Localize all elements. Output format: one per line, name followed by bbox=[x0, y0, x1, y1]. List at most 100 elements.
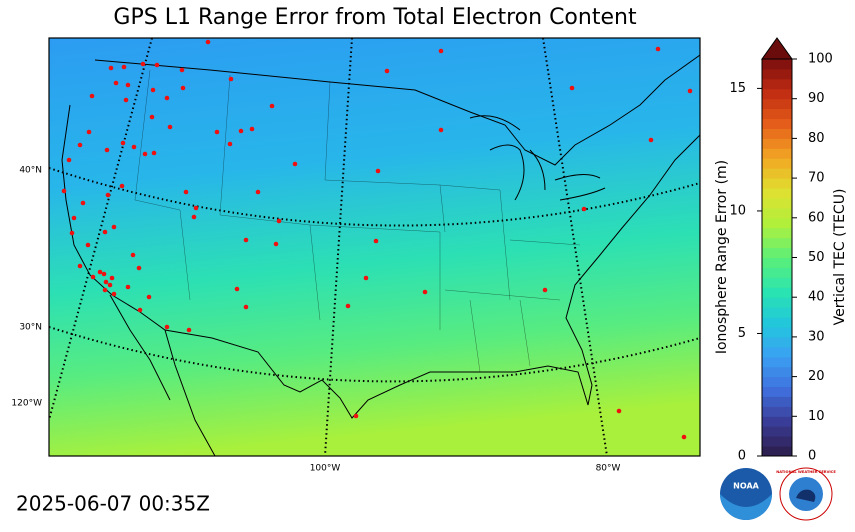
border bbox=[94, 59, 416, 91]
colorbar-segment bbox=[762, 326, 792, 338]
station bbox=[164, 95, 170, 101]
tec-tick-label: 70 bbox=[808, 171, 825, 186]
tec-tick-label: 0 bbox=[808, 449, 816, 464]
colorbar-segment bbox=[762, 128, 792, 139]
colorbar-segment bbox=[762, 267, 792, 278]
tec-tick-label: 30 bbox=[808, 329, 825, 344]
map bbox=[49, 38, 700, 456]
station bbox=[77, 263, 83, 269]
station bbox=[102, 229, 108, 235]
station bbox=[687, 88, 693, 94]
colorbar-segment bbox=[762, 158, 792, 169]
station bbox=[120, 140, 126, 146]
station bbox=[249, 126, 255, 132]
colorbar-segment bbox=[762, 297, 792, 308]
colorbar-segment bbox=[762, 416, 792, 427]
station bbox=[85, 242, 91, 248]
title: GPS L1 Range Error from Total Electron C… bbox=[113, 5, 637, 30]
colorbar-segment bbox=[762, 197, 792, 209]
station bbox=[205, 39, 211, 45]
station bbox=[179, 67, 185, 73]
colorbar-segment bbox=[762, 207, 792, 219]
station bbox=[243, 304, 249, 310]
noaa-text: NOAA bbox=[733, 482, 759, 491]
station bbox=[113, 80, 119, 86]
station bbox=[180, 85, 186, 91]
colorbar-segment bbox=[762, 108, 792, 120]
colorbar-segment bbox=[762, 148, 792, 159]
station bbox=[102, 287, 108, 293]
colorbar-segment bbox=[762, 178, 792, 189]
station bbox=[234, 286, 240, 292]
colorbar-segment bbox=[762, 317, 792, 328]
station bbox=[140, 61, 146, 67]
station bbox=[108, 65, 114, 71]
state-lines bbox=[134, 69, 581, 373]
map-frame bbox=[48, 37, 701, 457]
station bbox=[97, 269, 103, 275]
station bbox=[142, 151, 148, 157]
lat-label: 40°N bbox=[19, 166, 42, 176]
station bbox=[111, 224, 117, 230]
station bbox=[363, 275, 369, 281]
station bbox=[119, 183, 125, 189]
coast bbox=[61, 104, 700, 419]
colorbar-segment bbox=[762, 59, 792, 70]
stations bbox=[61, 39, 693, 440]
colorbar-segment bbox=[762, 78, 792, 90]
colorbar-segment bbox=[762, 287, 792, 298]
tec-tick-label: 20 bbox=[808, 369, 825, 384]
colorbar-segment bbox=[762, 446, 792, 457]
station bbox=[186, 327, 192, 333]
station bbox=[438, 48, 444, 54]
station bbox=[648, 137, 654, 143]
station bbox=[238, 128, 244, 134]
station bbox=[422, 289, 428, 295]
station bbox=[438, 127, 444, 133]
noaa-wave bbox=[720, 494, 772, 520]
station bbox=[681, 434, 687, 440]
colorbar-segment bbox=[762, 386, 792, 397]
noaa-logo: NOAA bbox=[720, 468, 772, 520]
tec-tick-label: 50 bbox=[808, 250, 825, 265]
colorbar-segment bbox=[762, 436, 792, 447]
station bbox=[384, 68, 390, 74]
station bbox=[136, 265, 142, 271]
station bbox=[655, 46, 661, 52]
station bbox=[581, 206, 587, 212]
range-tick-label: 0 bbox=[738, 449, 746, 464]
station bbox=[111, 291, 117, 297]
station bbox=[66, 157, 72, 163]
nws-logo: NATIONAL WEATHER SERVICE bbox=[776, 467, 836, 521]
colorbar-segment bbox=[762, 247, 792, 258]
coastlines bbox=[61, 54, 700, 456]
station bbox=[86, 129, 92, 135]
lon-label: 100°W bbox=[310, 464, 341, 474]
station bbox=[569, 85, 575, 91]
colorbar-extend bbox=[761, 37, 793, 60]
station bbox=[616, 408, 622, 414]
station bbox=[255, 189, 261, 195]
station bbox=[121, 64, 127, 70]
colorbar-segment bbox=[762, 346, 792, 358]
station bbox=[276, 218, 282, 224]
colorbar-segment bbox=[762, 426, 792, 437]
station bbox=[69, 230, 75, 236]
colorbar-segment bbox=[762, 356, 792, 368]
station bbox=[105, 192, 111, 198]
station bbox=[109, 275, 115, 281]
station bbox=[273, 241, 279, 247]
tec-tick-label: 80 bbox=[808, 131, 825, 146]
coast bbox=[109, 294, 171, 401]
lat-label: 30°N bbox=[19, 323, 42, 333]
station bbox=[123, 97, 129, 103]
lon-label: 120°W bbox=[11, 399, 42, 409]
station bbox=[167, 124, 173, 130]
station bbox=[150, 87, 156, 93]
station bbox=[77, 142, 83, 148]
station bbox=[373, 238, 379, 244]
tec-axis-label: Vertical TEC (TECU) bbox=[832, 189, 848, 326]
colorbar-segment bbox=[762, 88, 792, 100]
colorbar-segment bbox=[762, 366, 792, 378]
